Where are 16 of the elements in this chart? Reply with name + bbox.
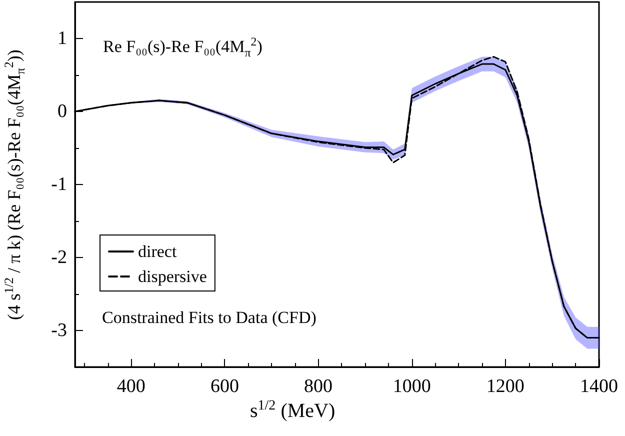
y-tick-label: 1 bbox=[58, 28, 67, 49]
y-tick-label: -3 bbox=[51, 320, 67, 341]
x-tick-label: 600 bbox=[210, 376, 239, 397]
y-tick-label: -2 bbox=[51, 247, 67, 268]
annotation: Re F₀₀(s)-Re F₀₀(4M$_{π}$$^{2}$) bbox=[103, 34, 262, 60]
legend-label: dispersive bbox=[138, 267, 207, 286]
x-tick-label: 1200 bbox=[486, 376, 524, 397]
x-axis-title: s$^{1/2}$ (MeV) bbox=[250, 398, 336, 423]
y-tick-label: 0 bbox=[58, 101, 67, 122]
y-tick-label: -1 bbox=[51, 174, 67, 195]
x-tick-label: 1000 bbox=[392, 376, 431, 397]
annotation: Constrained Fits to Data (CFD) bbox=[102, 308, 316, 328]
legend-label: direct bbox=[138, 242, 177, 261]
x-tick-label: 400 bbox=[116, 376, 146, 397]
x-tick-label: 1400 bbox=[580, 376, 618, 397]
x-tick-label: 800 bbox=[304, 376, 333, 397]
